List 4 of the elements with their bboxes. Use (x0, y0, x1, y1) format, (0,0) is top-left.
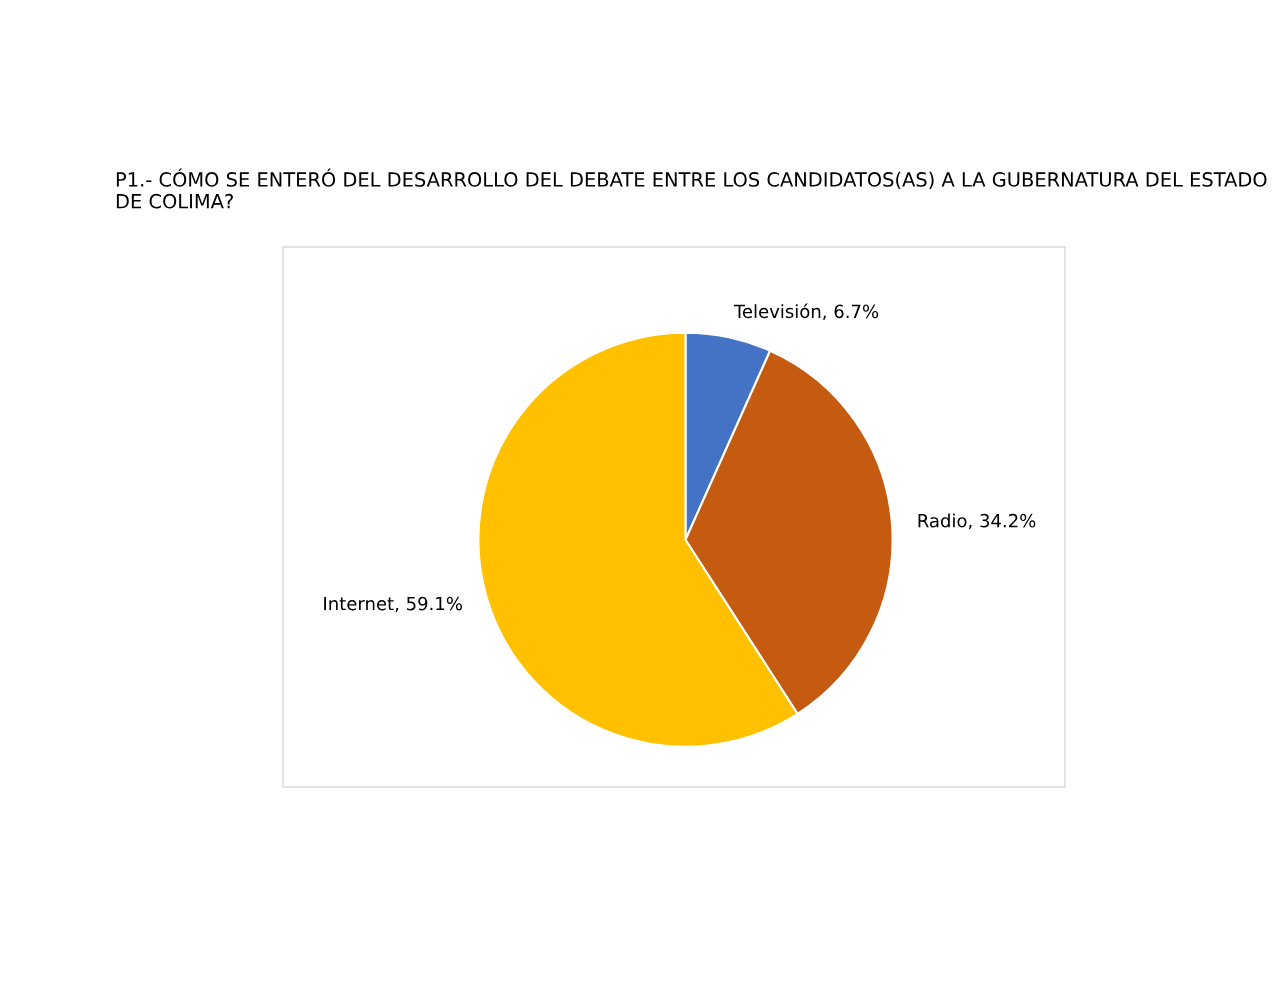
chart-title: P1.- CÓMO SE ENTERÓ DEL DESARROLLO DEL DEBATE ENTRE LOS CANDIDATOS(AS) A LA GUBERNATURA DEL ESTADO DE COLIMA? (116, 168, 1267, 209)
slice-label: Televisión, 6.7% (733, 303, 879, 320)
slice-label: Radio, 34.2% (918, 513, 1036, 530)
slice-label: Internet, 59.1% (324, 596, 462, 613)
